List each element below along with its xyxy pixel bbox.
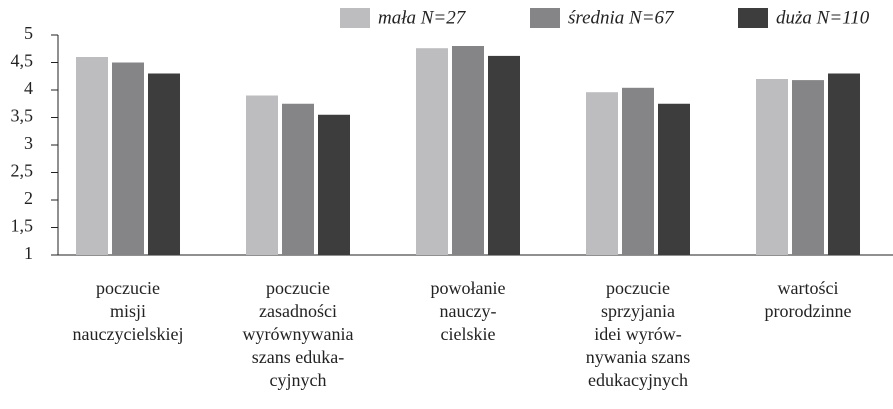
bar [756,79,788,255]
x-tick-label: poczucie [266,278,330,298]
bar [112,62,144,255]
bar [246,95,278,255]
legend-swatch [340,8,370,28]
bar [452,46,484,255]
y-tick-label: 3,5 [11,106,34,126]
bar [792,80,824,255]
bar [282,103,314,255]
bar [76,57,108,255]
x-tick-label: cyjnych [270,370,327,390]
legend-label: mała N=27 [378,7,467,28]
x-tick-label: sprzyjania [601,301,675,321]
legend-swatch [738,8,768,28]
x-tick-label: cielskie [441,324,496,344]
bar [828,73,860,255]
bar [658,103,690,255]
legend-label: średnia N=67 [568,7,675,28]
bar [318,114,350,255]
bar [586,92,618,255]
bar [622,87,654,255]
x-tick-label: idei wyrów- [594,324,681,344]
bar [488,55,520,256]
x-tick-label: wartości [778,278,839,298]
y-tick-label: 2,5 [11,161,34,181]
x-tick-label: powołanie [431,278,506,298]
x-tick-label: szans eduka- [252,347,344,367]
legend-label: duża N=110 [776,7,870,28]
y-tick-label: 2 [24,188,33,208]
x-tick-label: nywania szans [586,347,690,367]
x-tick-label: misji [110,301,146,321]
y-tick-label: 1,5 [11,216,34,236]
bar [416,48,448,256]
x-tick-label: poczucie [606,278,670,298]
y-tick-label: 4 [24,78,33,98]
y-tick-label: 4,5 [11,51,34,71]
bar [148,73,180,255]
y-tick-label: 1 [24,243,33,263]
x-tick-label: nauczy- [440,301,497,321]
x-tick-label: edukacyjnych [588,370,688,390]
y-tick-label: 5 [24,23,33,43]
x-tick-label: nauczycielskiej [73,324,184,344]
y-tick-label: 3 [24,133,33,153]
x-tick-label: poczucie [96,278,160,298]
x-tick-label: prorodzinne [765,301,852,321]
x-tick-label: zasadności [259,301,337,321]
legend-swatch [530,8,560,28]
x-tick-label: wyrównywania [243,324,354,344]
